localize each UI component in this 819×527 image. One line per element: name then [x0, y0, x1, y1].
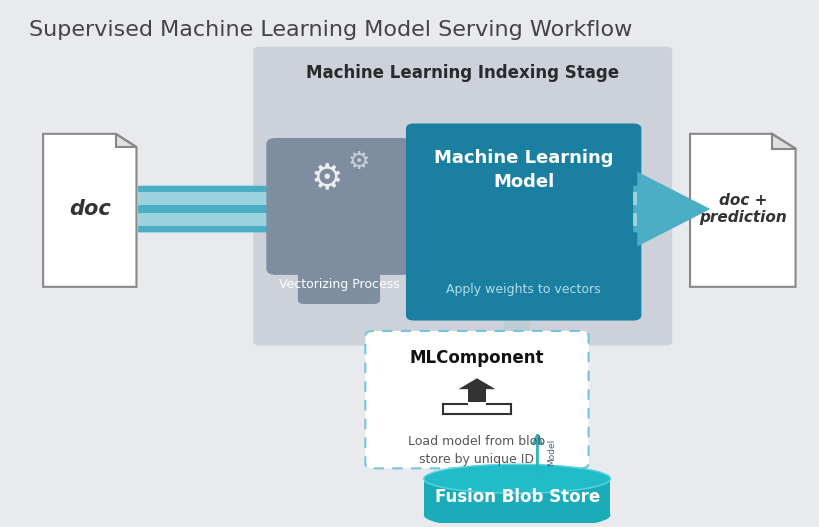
Polygon shape	[632, 213, 636, 226]
Text: ⚙: ⚙	[310, 161, 342, 195]
Polygon shape	[771, 134, 794, 149]
FancyBboxPatch shape	[423, 479, 609, 515]
Polygon shape	[632, 172, 709, 247]
Polygon shape	[43, 134, 136, 287]
Text: doc +
prediction: doc + prediction	[698, 193, 785, 225]
FancyBboxPatch shape	[365, 331, 588, 469]
Text: Machine Learning
Model: Machine Learning Model	[433, 149, 613, 191]
Polygon shape	[138, 192, 341, 205]
Text: MLComponent: MLComponent	[410, 349, 544, 367]
Ellipse shape	[423, 464, 609, 493]
Text: Supervised Machine Learning Model Serving Workflow: Supervised Machine Learning Model Servin…	[29, 19, 631, 40]
Polygon shape	[115, 134, 136, 147]
FancyBboxPatch shape	[405, 123, 640, 320]
FancyBboxPatch shape	[504, 320, 529, 471]
Text: doc: doc	[69, 199, 111, 219]
Ellipse shape	[423, 501, 609, 527]
Polygon shape	[632, 192, 636, 205]
FancyBboxPatch shape	[297, 244, 379, 304]
FancyBboxPatch shape	[507, 411, 527, 424]
FancyBboxPatch shape	[507, 349, 527, 362]
Text: Machine Learning Indexing Stage: Machine Learning Indexing Stage	[305, 64, 618, 82]
FancyBboxPatch shape	[507, 370, 527, 383]
Polygon shape	[458, 378, 495, 389]
Polygon shape	[468, 389, 485, 402]
FancyBboxPatch shape	[266, 138, 411, 275]
FancyBboxPatch shape	[253, 47, 672, 346]
Text: Load model from blob
store by unique ID: Load model from blob store by unique ID	[408, 435, 545, 466]
Text: Vectorizing Process: Vectorizing Process	[278, 278, 399, 291]
FancyBboxPatch shape	[507, 391, 527, 404]
Polygon shape	[689, 134, 794, 287]
Text: Model: Model	[546, 439, 555, 466]
Polygon shape	[138, 172, 414, 247]
Text: ⚙: ⚙	[347, 150, 370, 174]
Text: Apply weights to vectors: Apply weights to vectors	[446, 283, 600, 296]
Polygon shape	[138, 213, 341, 226]
Text: Fusion Blob Store: Fusion Blob Store	[434, 488, 599, 506]
